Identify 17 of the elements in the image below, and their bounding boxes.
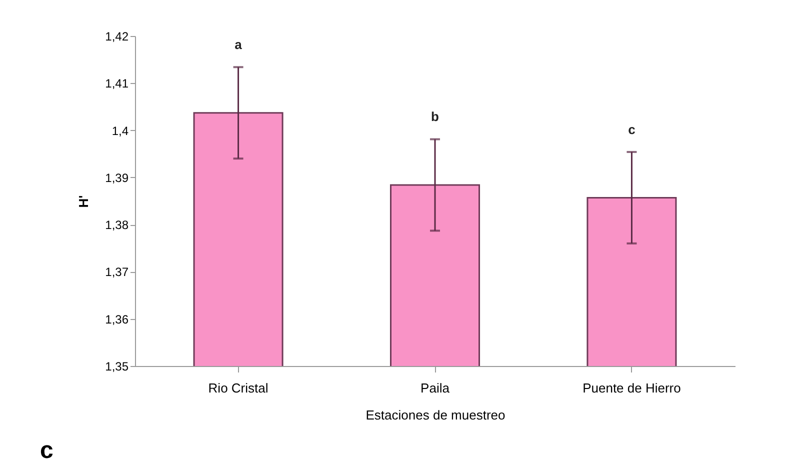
y-tick-label: 1,39 [105, 170, 129, 185]
y-tick-label: 1,4 [112, 124, 129, 138]
x-tick-label: Rio Cristal [208, 380, 268, 396]
y-axis-title: H' [76, 195, 92, 208]
y-tick-label: 1,36 [105, 312, 129, 326]
annotation: b [431, 109, 440, 124]
y-tick-label: 1,42 [105, 30, 129, 44]
x-tick-label: Puente de Hierro [582, 380, 681, 396]
annotation: c [628, 122, 636, 137]
annotation: a [234, 37, 243, 52]
text: c [40, 437, 54, 464]
y-tick-label: 1,35 [105, 360, 129, 374]
x-tick-label: Paila [420, 380, 450, 396]
y-tick-label: 1,37 [105, 265, 129, 280]
x-axis-title: Estaciones de muestreo [366, 408, 506, 422]
y-tick-label: 1,41 [105, 76, 129, 91]
y-tick-label: 1,38 [105, 218, 129, 232]
